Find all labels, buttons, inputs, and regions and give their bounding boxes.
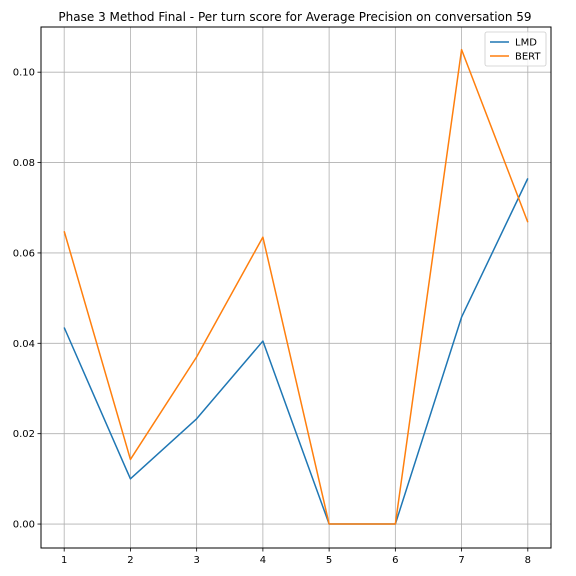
y-tick-label: 0.08	[13, 158, 35, 169]
x-tick-label: 2	[127, 555, 133, 566]
chart-title: Phase 3 Method Final - Per turn score fo…	[58, 10, 531, 24]
legend-label-bert: BERT	[515, 52, 541, 63]
y-tick-label: 0.02	[13, 429, 35, 440]
x-tick-label: 7	[458, 555, 464, 566]
x-tick-label: 4	[260, 555, 266, 566]
y-tick-label: 0.00	[13, 520, 35, 531]
grid	[41, 27, 551, 548]
x-tick-label: 3	[193, 555, 199, 566]
x-tick-label: 8	[525, 555, 531, 566]
series-line-bert	[63, 48, 529, 525]
plot-frame	[40, 26, 552, 549]
y-tick-label: 0.04	[13, 339, 35, 350]
series-line-lmd	[63, 178, 529, 525]
x-tick-label: 5	[326, 555, 332, 566]
y-tick-label: 0.10	[13, 68, 35, 79]
legend-label-lmd: LMD	[515, 38, 537, 49]
x-tick-label: 1	[61, 555, 67, 566]
legend-box	[484, 31, 547, 67]
axis-ticks: 1 2 3 4 5 6 7 8 0.00 0.02 0.04 0.06 0.08 0.10	[13, 68, 531, 566]
x-tick-label: 6	[392, 555, 398, 566]
legend: LMD BERT	[484, 31, 547, 67]
y-tick-label: 0.06	[13, 248, 35, 259]
series-lines	[63, 48, 529, 525]
